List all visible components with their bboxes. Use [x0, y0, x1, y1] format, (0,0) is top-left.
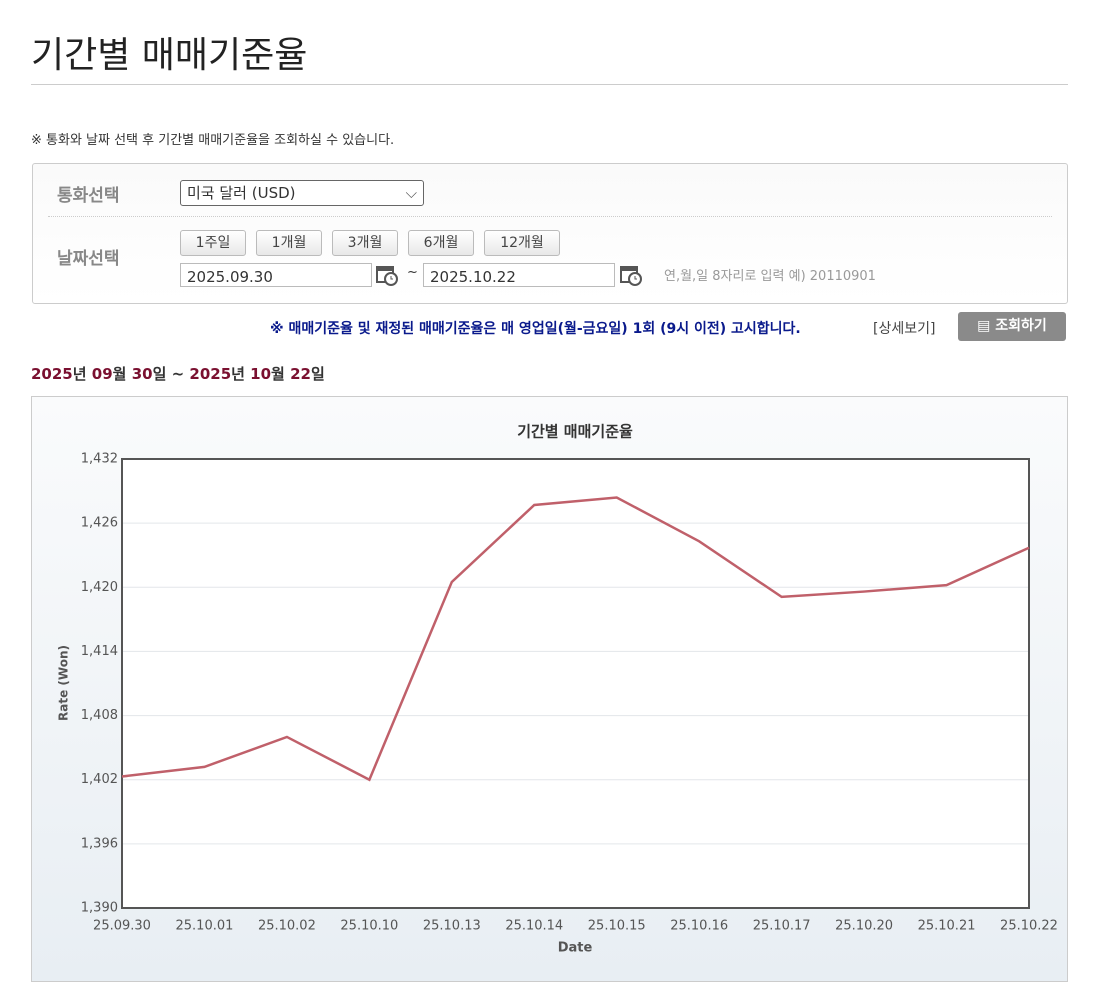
range-part: 년 [231, 365, 251, 383]
date-range: 2025년 09월 30일 ~ 2025년 10월 22일 [31, 363, 325, 384]
y-tick-label: 1,402 [81, 772, 118, 787]
y-tick-label: 1,426 [81, 516, 118, 531]
x-tick-label: 25.10.02 [258, 919, 316, 934]
range-part: 월 [112, 365, 132, 383]
y-tick-label: 1,390 [81, 901, 118, 916]
range-part: 일 [310, 365, 325, 383]
range-part: 10 [250, 365, 272, 383]
range-part: 일 ~ [152, 365, 190, 383]
separator [48, 216, 1052, 217]
y-tick-label: 1,420 [81, 580, 118, 595]
date-label: 날짜선택 [57, 249, 120, 269]
period-button[interactable]: 6개월 [408, 230, 474, 256]
plot-area [122, 459, 1029, 908]
detail-link[interactable]: [상세보기] [873, 321, 936, 337]
range-part: 09 [91, 365, 113, 383]
x-tick-label: 25.09.30 [93, 919, 151, 934]
period-button[interactable]: 1개월 [256, 230, 322, 256]
chart-title: 기간별 매매기준율 [517, 423, 633, 441]
currency-value: 미국 달러 (USD) [187, 184, 296, 202]
start-date[interactable]: 2025.09.30 [180, 263, 372, 287]
date-hint: 연,월,일 8자리로 입력 예) 20110901 [664, 269, 876, 284]
currency-label: 통화선택 [57, 186, 120, 206]
period-button[interactable]: 1주일 [180, 230, 246, 256]
period-buttons: 1주일 1개월 3개월 6개월 12개월 [180, 230, 560, 256]
divider [31, 84, 1068, 85]
x-tick-label: 25.10.17 [753, 919, 811, 934]
x-tick-label: 25.10.16 [670, 919, 728, 934]
x-tick-label: 25.10.15 [588, 919, 646, 934]
x-tick-label: 25.10.21 [918, 919, 976, 934]
page-title: 기간별 매매기준율 [31, 35, 308, 76]
range-part: 22 [290, 365, 311, 383]
search-button-text: 조회하기 [995, 318, 1047, 334]
notice2: ※ 매매기준율 및 재정된 매매기준율은 매 영업일(월-금요일) 1회 (9시… [270, 321, 801, 337]
x-tick-label: 25.10.22 [1000, 919, 1058, 934]
y-tick-label: 1,396 [81, 836, 118, 851]
period-button[interactable]: 3개월 [332, 230, 398, 256]
x-tick-label: 25.10.01 [176, 919, 234, 934]
calendar-icon[interactable] [618, 261, 644, 287]
tilde: ~ [407, 265, 418, 280]
notice: ※ 통화와 날짜 선택 후 기간별 매매기준율을 조회하실 수 있습니다. [31, 133, 395, 148]
data-line [121, 496, 1030, 782]
x-tick-label: 25.10.13 [423, 919, 481, 934]
range-part: 2025 [189, 365, 232, 383]
plot-border [121, 458, 1030, 909]
x-axis-label: Date [558, 941, 593, 956]
search-button[interactable]: ▤ 조회하기 [958, 312, 1066, 341]
x-tick-label: 25.10.14 [505, 919, 563, 934]
y-tick-label: 1,432 [81, 452, 118, 467]
calendar-icon[interactable] [374, 261, 400, 287]
y-tick-label: 1,414 [81, 644, 118, 659]
range-part: 2025 [31, 365, 73, 383]
x-tick-label: 25.10.10 [340, 919, 398, 934]
y-tick-label: 1,408 [81, 708, 118, 723]
dropdown-arrow: ⌵ [405, 184, 417, 202]
range-part: 년 [72, 365, 92, 383]
x-tick-label: 25.10.20 [835, 919, 893, 934]
y-axis-label: Rate (Won) [57, 645, 71, 721]
end-date[interactable]: 2025.10.22 [423, 263, 615, 287]
range-part: 월 [271, 365, 291, 383]
currency-select[interactable]: 미국 달러 (USD) ⌵ [180, 180, 424, 206]
period-button[interactable]: 12개월 [484, 230, 560, 256]
range-part: 30 [131, 365, 153, 383]
